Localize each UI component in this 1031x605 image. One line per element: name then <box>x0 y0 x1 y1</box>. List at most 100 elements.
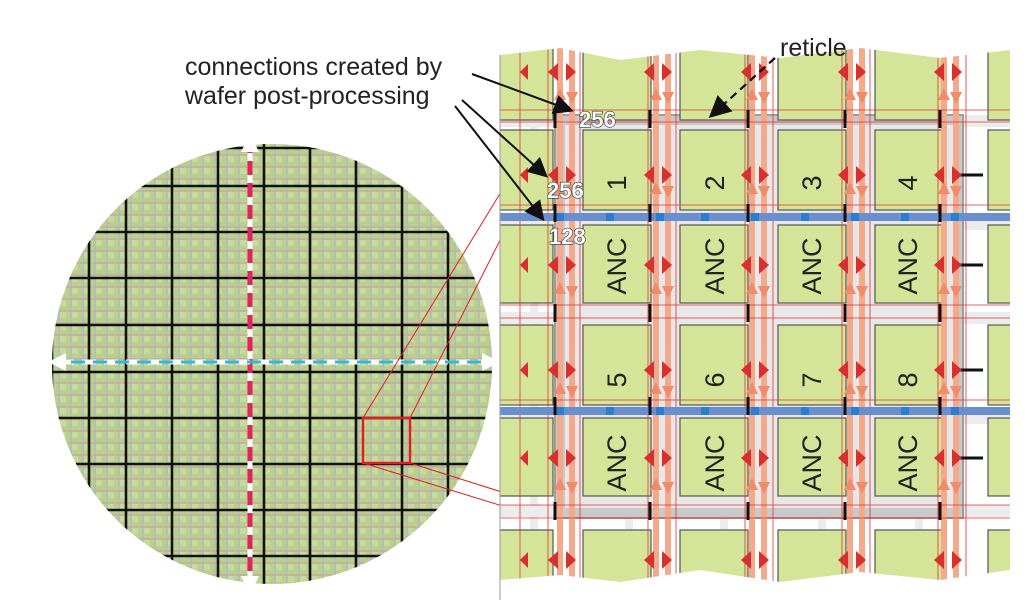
bus-node <box>751 213 759 221</box>
chip-block <box>874 129 944 211</box>
bus-vertical <box>653 48 659 582</box>
bus-arrow-icon <box>856 186 868 198</box>
chip-block <box>500 224 554 304</box>
marker-right-icon <box>566 361 576 379</box>
annotations: reticle connections created by wafer pos… <box>184 34 847 250</box>
chip-numbers: 1 ANC 2 ANC 3 ANC 4 ANC 5 ANC 6 ANC 7 ANC 8 ANC <box>602 175 923 491</box>
chip-number-7: 7 <box>797 372 827 387</box>
bus-node <box>801 407 809 415</box>
chip-block <box>500 129 554 211</box>
count-label-middle: 256 <box>547 178 584 203</box>
chip-block <box>777 224 847 304</box>
marker-left-icon <box>644 63 654 81</box>
bus-arrow-icon <box>758 92 770 104</box>
bus-node <box>556 213 564 221</box>
chip-block <box>987 224 1010 304</box>
bus-arrow-icon <box>758 386 770 398</box>
connection-stub <box>553 304 557 322</box>
bus-node <box>656 407 664 415</box>
chip-block <box>777 324 847 406</box>
marker-right-icon <box>856 63 866 81</box>
chip-block <box>582 324 652 406</box>
chip-block <box>987 417 1010 497</box>
chip-block <box>500 48 554 121</box>
connection-stub <box>843 110 847 128</box>
marker-left-icon <box>548 449 558 467</box>
bus-node <box>556 407 564 415</box>
marker-right-icon <box>759 166 769 184</box>
bus-vertical <box>749 48 755 582</box>
marker-left-icon <box>838 361 848 379</box>
connection-stub <box>648 110 652 128</box>
connection-stub <box>746 502 750 520</box>
bus-arrow-icon <box>950 92 962 104</box>
bus-arrow-icon <box>844 88 856 100</box>
chip-anc-label: ANC <box>602 434 632 491</box>
arrow-left-icon <box>48 353 66 371</box>
bus-arrow-icon <box>650 478 662 490</box>
marker-right-icon <box>759 256 769 274</box>
marker-left-icon <box>741 166 751 184</box>
marker-right-icon <box>662 449 672 467</box>
connection-stub <box>553 502 557 520</box>
gutter-vertical <box>1010 40 1018 600</box>
marker-left-icon <box>548 166 558 184</box>
marker-left-icon <box>934 551 944 569</box>
arrow-right-icon <box>482 353 500 371</box>
chip-block <box>500 529 554 582</box>
bus-arrow-icon <box>746 478 758 490</box>
marker-right-icon <box>759 449 769 467</box>
arrow-up-icon <box>241 134 259 152</box>
bus-arrow-icon <box>938 88 950 100</box>
bus-arrow-icon <box>554 382 566 394</box>
bus-arrow-icon <box>938 182 950 194</box>
connection-stub <box>648 502 652 520</box>
chip-block <box>987 48 1010 121</box>
connection-stub <box>843 502 847 520</box>
chip-block <box>777 48 847 121</box>
connection-stub <box>843 304 847 322</box>
marker-right-icon <box>566 551 576 569</box>
marker-left-icon <box>644 361 654 379</box>
reticle-label: reticle <box>780 34 847 62</box>
connection-stub <box>648 304 652 322</box>
bus-arrow-icon <box>566 386 578 398</box>
bus-node <box>901 407 909 415</box>
bus-node <box>606 407 614 415</box>
reticle-panel <box>500 40 1018 600</box>
bus-vertical <box>847 48 853 582</box>
marker-left-icon <box>644 256 654 274</box>
connection-stub <box>938 204 942 222</box>
bus-node <box>701 213 709 221</box>
bus-arrow-icon <box>662 386 674 398</box>
bus-vertical <box>569 48 575 582</box>
bus-arrow-icon <box>758 286 770 298</box>
connections-arrow-1 <box>471 73 574 114</box>
chip-block <box>987 529 1010 582</box>
connection-stub <box>938 397 942 415</box>
marker-right-icon <box>566 449 576 467</box>
chip-block <box>679 48 749 121</box>
chip-number-6: 6 <box>700 372 730 387</box>
bus-arrow-icon <box>758 186 770 198</box>
chip-block <box>679 129 749 211</box>
bus-vertical <box>557 48 563 582</box>
marker-left-icon <box>741 449 751 467</box>
bus-arrow-icon <box>938 282 950 294</box>
connections-label-line1: connections created by <box>185 53 443 81</box>
connections-arrow-3 <box>454 105 545 222</box>
marker-left-icon <box>934 361 944 379</box>
bus-arrow-icon <box>856 386 868 398</box>
bus-node <box>606 213 614 221</box>
connection-stub-right <box>958 173 983 177</box>
connection-stub <box>843 204 847 222</box>
bus-arrow-icon <box>746 182 758 194</box>
marker-edge-icon <box>520 450 528 466</box>
connection-stub <box>843 397 847 415</box>
marker-edge-icon <box>520 362 528 378</box>
chip-anc-label: ANC <box>893 434 923 491</box>
bus-arrow-icon <box>650 182 662 194</box>
chip-block <box>582 48 652 121</box>
chip-number-1: 1 <box>602 175 632 190</box>
marker-left-icon <box>934 166 944 184</box>
